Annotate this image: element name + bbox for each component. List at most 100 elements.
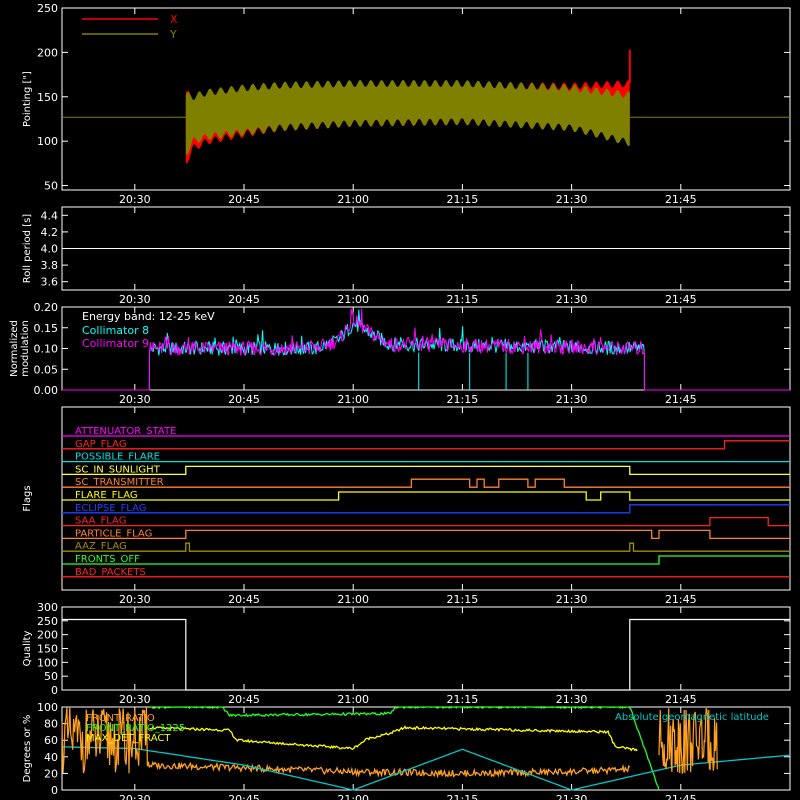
x-tick-label: 21:45: [665, 793, 697, 800]
series-front-ratio-noise: [61, 707, 150, 774]
flags-axes-frame: [61, 406, 791, 591]
quality-trace: [62, 618, 790, 691]
series-collimator-9: [62, 308, 790, 391]
flags-ylabel: Flags: [22, 485, 33, 511]
y-tick-label: 40: [44, 751, 58, 764]
flags-panel: 20:30 20:45 21:00 21:15 21:30 21:45 Flags ATTEN…: [22, 406, 791, 606]
y-tick-label: 0.15: [34, 322, 59, 335]
x-tick-label: 21:30: [556, 793, 588, 800]
legend-label-y: Y: [169, 28, 177, 41]
y-tick-label: 300: [37, 601, 58, 614]
flag-label: FRONTS_OFF: [75, 554, 140, 565]
x-tick-label: 21:45: [665, 393, 697, 406]
x-tick-label: 21:30: [556, 693, 588, 706]
y-tick-label: 80: [44, 718, 58, 731]
x-tick-label: 21:00: [337, 693, 369, 706]
y-tick-label: 0.20: [34, 301, 59, 314]
x-tick-label: 20:45: [228, 593, 260, 606]
y-tick-label: 0.10: [34, 343, 59, 356]
x-tick-label: 21:30: [556, 293, 588, 306]
x-tick-label: 21:30: [556, 593, 588, 606]
y-tick-label: 4.0: [41, 243, 59, 256]
y-tick-label: 4.2: [41, 226, 59, 239]
y-tick-label: 0.05: [34, 363, 59, 376]
x-tick-label: 20:30: [119, 593, 151, 606]
y-tick-label: 50: [44, 670, 58, 683]
x-tick-label: 20:30: [119, 293, 151, 306]
legend-label-geomagnetic-latitude: Absolute geomagnetic latitude: [615, 712, 769, 723]
flag-trace-particle-flag: [62, 529, 790, 540]
flag-label: SC_TRANSMITTER: [75, 477, 164, 488]
energy-band-annotation: Energy band: 12-25 keV: [82, 310, 215, 323]
flag-label: ATTENUATOR_STATE: [75, 426, 176, 437]
flag-trace-aaz-flag: [62, 542, 790, 552]
x-tick-label: 21:15: [447, 693, 479, 706]
x-tick-label: 20:45: [228, 693, 260, 706]
series-front-ratio-noise: [658, 708, 718, 775]
series-max-det-fract: [149, 725, 638, 752]
pointing-ylabel: Pointing ["]: [22, 71, 33, 127]
flag-label: AAZ_FLAG: [75, 541, 127, 552]
modulation-ylabel: modulation: [20, 320, 31, 377]
x-tick-label: 20:45: [228, 793, 260, 800]
x-tick-label: 21:15: [447, 593, 479, 606]
series-absolute-geomagnetic-latitude: [61, 746, 791, 791]
x-tick-label: 20:45: [228, 193, 260, 206]
x-tick-label: 21:00: [337, 193, 369, 206]
quality-ylabel: Quality: [22, 631, 33, 667]
x-tick-label: 20:30: [119, 193, 151, 206]
flag-label: SC_IN_SUNLIGHT: [75, 464, 161, 475]
y-tick-label: 100: [37, 701, 58, 714]
quality-panel: 20:30 20:45 21:00 21:15 21:30 21:45 Quality 050…: [22, 601, 791, 706]
legend-label: FRONT_RATIO_1225: [86, 723, 185, 734]
y-tick-label: 100: [37, 135, 58, 148]
flag-trace-sc-in-sunlight: [62, 465, 790, 476]
modulation-panel: 20:30 20:45 21:00 21:15 21:30 21:45 Normalized…: [9, 301, 791, 406]
y-tick-label: 50: [44, 180, 58, 193]
y-tick-label: 0: [51, 784, 58, 797]
x-tick-label: 20:45: [228, 293, 260, 306]
flag-trace-saa-flag: [62, 516, 790, 527]
flag-label: GAP_FLAG: [75, 439, 127, 450]
x-tick-label: 20:45: [228, 393, 260, 406]
roll-ylabel: Roll period [s]: [22, 214, 33, 283]
x-tick-label: 21:45: [665, 293, 697, 306]
pointing-axes-frame: [61, 7, 791, 191]
x-tick-label: 20:30: [119, 393, 151, 406]
modulation-ylabel: Normalized: [9, 320, 20, 377]
legend-label: MAX_DET_FRACT: [86, 733, 171, 744]
flag-trace-eclipse-flag: [62, 504, 790, 514]
x-tick-label: 21:00: [337, 293, 369, 306]
y-tick-label: 3.8: [41, 259, 59, 272]
x-tick-label: 20:30: [119, 793, 151, 800]
x-tick-label: 21:30: [556, 193, 588, 206]
x-tick-label: 21:15: [447, 293, 479, 306]
x-tick-label: 21:00: [337, 793, 369, 800]
y-tick-label: 200: [37, 629, 58, 642]
flag-trace-fronts-off: [62, 555, 790, 565]
flag-trace-flare-flag: [62, 491, 790, 501]
pointing-panel: 20:30 20:45 21:00 21:15 21:30 21:45 Pointing […: [22, 2, 791, 206]
flag-label: SAA_FLAG: [75, 516, 126, 527]
x-tick-label: 20:30: [119, 693, 151, 706]
y-tick-label: 150: [37, 91, 58, 104]
orbit-panel: 20:30 20:45 21:00 21:15 21:30 21:45 Degrees or…: [22, 701, 791, 800]
flag-label: POSSIBLE_FLARE: [75, 452, 160, 463]
y-tick-label: 0: [51, 684, 58, 697]
legend-label-collimator: Collimator 9: [82, 337, 149, 350]
y-tick-label: 100: [37, 656, 58, 669]
x-tick-label: 21:15: [447, 793, 479, 800]
x-tick-label: 21:00: [337, 393, 369, 406]
roll-panel: 20:30 20:45 21:00 21:15 21:30 21:45 Roll perio…: [22, 206, 791, 306]
legend-label: FRONT_RATIO: [86, 713, 155, 724]
x-tick-label: 21:00: [337, 593, 369, 606]
y-tick-label: 20: [44, 767, 58, 780]
flag-label: PARTICLE_FLAG: [75, 528, 152, 539]
orbit-ylabel: Degrees or %: [22, 715, 33, 783]
flag-label: FLARE_FLAG: [75, 490, 138, 501]
x-tick-label: 21:15: [447, 393, 479, 406]
series-front-ratio: [148, 760, 631, 779]
x-tick-label: 21:45: [665, 193, 697, 206]
y-tick-label: 3.6: [41, 276, 59, 289]
